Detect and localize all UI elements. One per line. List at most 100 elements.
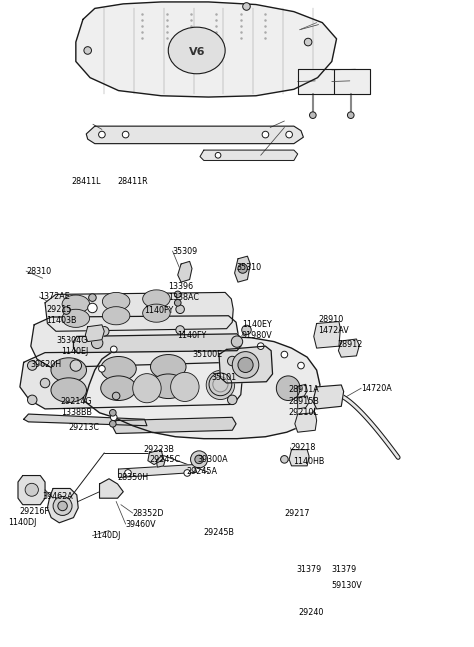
Text: 35309: 35309: [173, 247, 198, 256]
Polygon shape: [47, 488, 78, 523]
Text: 28352D: 28352D: [133, 509, 164, 518]
Text: 28911A: 28911A: [288, 385, 319, 394]
Text: 91980V: 91980V: [242, 331, 273, 340]
Circle shape: [91, 337, 103, 349]
Circle shape: [298, 362, 304, 369]
Text: 29223B: 29223B: [143, 445, 174, 454]
Text: 29217: 29217: [284, 509, 310, 518]
Circle shape: [112, 392, 120, 400]
Text: 1140FY: 1140FY: [177, 331, 207, 340]
Circle shape: [176, 325, 184, 334]
Ellipse shape: [150, 355, 186, 379]
Circle shape: [262, 131, 269, 138]
Polygon shape: [73, 334, 241, 353]
Text: 35304G: 35304G: [57, 336, 88, 345]
Polygon shape: [84, 336, 320, 439]
Text: 29245A: 29245A: [186, 466, 217, 476]
Circle shape: [109, 421, 116, 427]
Circle shape: [238, 357, 253, 373]
Circle shape: [191, 451, 208, 468]
Text: 28411R: 28411R: [118, 177, 148, 186]
Polygon shape: [31, 316, 238, 367]
Text: 39620H: 39620H: [31, 360, 62, 369]
Text: 39300A: 39300A: [197, 455, 228, 464]
Circle shape: [122, 131, 129, 138]
Circle shape: [99, 366, 105, 372]
Ellipse shape: [143, 290, 170, 308]
Circle shape: [109, 410, 116, 416]
Polygon shape: [178, 261, 192, 282]
Circle shape: [70, 360, 82, 371]
Polygon shape: [156, 456, 165, 467]
Text: 29245B: 29245B: [204, 528, 235, 537]
Circle shape: [281, 455, 288, 463]
Text: 28350H: 28350H: [118, 473, 149, 482]
Text: 1338BB: 1338BB: [61, 408, 91, 417]
Polygon shape: [100, 479, 123, 498]
Circle shape: [174, 291, 181, 298]
Text: 29218: 29218: [291, 443, 316, 452]
Circle shape: [100, 327, 109, 336]
Ellipse shape: [206, 370, 235, 399]
Text: 39460V: 39460V: [126, 520, 156, 529]
Polygon shape: [45, 292, 233, 331]
Polygon shape: [298, 396, 309, 409]
Circle shape: [347, 112, 354, 118]
Circle shape: [63, 307, 70, 314]
Ellipse shape: [62, 309, 90, 327]
Circle shape: [232, 351, 259, 378]
Polygon shape: [219, 346, 273, 383]
Polygon shape: [298, 384, 307, 397]
Text: 39462A: 39462A: [43, 492, 73, 501]
Circle shape: [243, 3, 250, 10]
Circle shape: [110, 346, 117, 353]
Text: 1372AE: 1372AE: [39, 292, 70, 302]
Circle shape: [195, 455, 203, 464]
Circle shape: [281, 351, 288, 358]
Ellipse shape: [25, 483, 38, 496]
Polygon shape: [314, 322, 340, 348]
Circle shape: [99, 131, 105, 138]
Polygon shape: [20, 351, 243, 409]
Text: 31379: 31379: [332, 565, 357, 574]
Text: 28915B: 28915B: [288, 397, 319, 406]
Text: 14720A: 14720A: [361, 384, 392, 393]
Polygon shape: [118, 465, 197, 477]
Text: 1338AC: 1338AC: [168, 293, 199, 302]
Circle shape: [310, 112, 316, 118]
Polygon shape: [295, 413, 317, 432]
Circle shape: [242, 325, 251, 334]
Text: 29210L: 29210L: [288, 408, 318, 417]
Text: 31379: 31379: [296, 565, 321, 574]
Circle shape: [174, 300, 181, 306]
Polygon shape: [18, 476, 45, 505]
Polygon shape: [235, 256, 250, 282]
Ellipse shape: [150, 374, 186, 399]
Text: 35101: 35101: [211, 373, 237, 382]
Text: 11403B: 11403B: [46, 316, 77, 325]
Circle shape: [257, 343, 264, 349]
Circle shape: [125, 470, 131, 476]
Polygon shape: [76, 2, 337, 97]
Text: 1140EJ: 1140EJ: [61, 347, 88, 356]
Ellipse shape: [51, 358, 86, 382]
Text: 59130V: 59130V: [332, 581, 363, 590]
Text: 1140DJ: 1140DJ: [9, 518, 37, 527]
Text: 28310: 28310: [26, 267, 51, 276]
Circle shape: [53, 496, 72, 516]
Polygon shape: [85, 325, 104, 342]
Text: 29215: 29215: [46, 305, 72, 314]
Ellipse shape: [102, 292, 130, 311]
Text: 29245C: 29245C: [150, 455, 181, 464]
Ellipse shape: [133, 373, 161, 402]
Ellipse shape: [100, 376, 136, 400]
Text: 1140EY: 1140EY: [242, 320, 272, 329]
Text: 29214G: 29214G: [61, 397, 92, 406]
Circle shape: [176, 305, 184, 314]
Polygon shape: [298, 69, 370, 94]
Circle shape: [58, 501, 67, 510]
Text: 28910: 28910: [319, 315, 344, 324]
Circle shape: [27, 361, 37, 370]
Text: 13396: 13396: [168, 282, 193, 291]
Ellipse shape: [168, 27, 225, 74]
